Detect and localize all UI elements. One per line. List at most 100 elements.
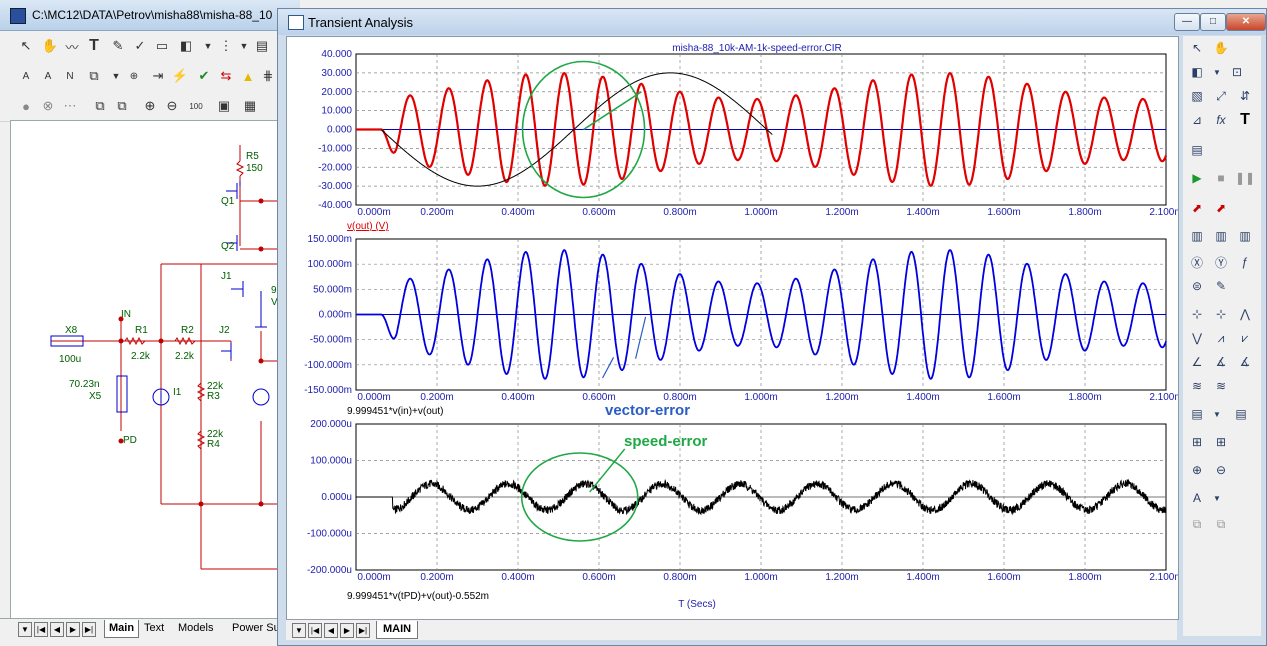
- pen-icon[interactable]: ✎: [112, 38, 124, 53]
- grid-dots-icon[interactable]: ⋕: [262, 68, 274, 83]
- dropdown-icon-r2[interactable]: ▼: [1213, 409, 1221, 419]
- peak-icon[interactable]: Ⓧ: [1190, 255, 1203, 270]
- fx-circle-icon[interactable]: ƒ: [1241, 255, 1249, 269]
- node-current-icon[interactable]: A: [44, 70, 52, 82]
- tree-icon[interactable]: ⋮: [219, 38, 233, 53]
- schematic-canvas[interactable]: R5 150 Q1 Q2 J1 J2 9 V IN X8 100u R1 2.2…: [10, 120, 278, 620]
- edit-icon[interactable]: ✎: [1215, 279, 1227, 293]
- tab-first-icon[interactable]: |◀: [34, 622, 48, 637]
- stop-run-icon[interactable]: ■: [1217, 171, 1225, 185]
- select-arrow-icon[interactable]: ↖: [20, 38, 32, 53]
- ftab-scroll-down-icon[interactable]: ▼: [292, 623, 306, 638]
- tab-power-supply[interactable]: Power Su: [232, 622, 280, 634]
- font-icon[interactable]: A: [1192, 491, 1201, 505]
- tab-text[interactable]: Text: [144, 622, 165, 634]
- zoom-out-r-icon[interactable]: ⊖: [1215, 463, 1227, 477]
- node-voltage-icon[interactable]: A: [22, 70, 30, 82]
- legend-icon[interactable]: ▥: [1239, 229, 1251, 243]
- slope-icon[interactable]: ∠: [1191, 355, 1203, 369]
- clipboard-icon[interactable]: ▤: [1191, 143, 1203, 157]
- tab-scroll-down-icon[interactable]: ▼: [18, 622, 32, 637]
- high-icon[interactable]: ⩘: [1217, 330, 1225, 345]
- function-icon[interactable]: fx: [1216, 113, 1226, 127]
- power-icon[interactable]: ⊕: [129, 70, 139, 82]
- dropdown-icon-2[interactable]: ▼: [239, 41, 249, 51]
- arrow-right-icon[interactable]: ⇥: [152, 68, 164, 83]
- zoom-in-r-icon[interactable]: ⊕: [1191, 463, 1203, 477]
- cursor-left-icon[interactable]: ⊹: [1191, 307, 1203, 321]
- dropdown-icon-r[interactable]: ▼: [1213, 67, 1221, 77]
- check-icon[interactable]: ✓: [134, 38, 146, 53]
- select-icon[interactable]: ↖: [1191, 41, 1203, 55]
- warning-icon[interactable]: ▲: [241, 68, 255, 84]
- peak-find-icon[interactable]: ⋀: [1240, 307, 1250, 321]
- tile-icon[interactable]: ⊞: [1191, 435, 1203, 449]
- more-icon[interactable]: ⋯: [63, 98, 77, 113]
- print-icon[interactable]: ▣: [217, 98, 231, 113]
- dropdown-icon-3[interactable]: ▼: [111, 71, 121, 81]
- component-icon[interactable]: ◧: [179, 38, 193, 53]
- front-window-titlebar[interactable]: Transient Analysis — □ ✕: [278, 9, 1266, 35]
- dropdown-icon[interactable]: ▼: [203, 41, 213, 51]
- close-button[interactable]: ✕: [1226, 13, 1266, 31]
- rescale-icon[interactable]: ⤢: [1216, 88, 1226, 103]
- text-icon[interactable]: T: [1240, 111, 1250, 128]
- pause-icon[interactable]: ❚❚: [1234, 171, 1256, 185]
- pin-icon[interactable]: ⧉: [89, 68, 99, 83]
- tab-next-icon[interactable]: ▶: [66, 622, 80, 637]
- rescale-y-icon[interactable]: ⇵: [1239, 89, 1251, 103]
- pan-hand-icon[interactable]: ✋: [41, 38, 59, 53]
- paste-r-icon[interactable]: ⧉: [1216, 516, 1226, 531]
- cursor-icon[interactable]: ⊿: [1191, 113, 1203, 127]
- tokens-icon[interactable]: ▥: [1215, 229, 1227, 243]
- wire-icon[interactable]: 〰: [65, 39, 79, 55]
- slope-3-icon[interactable]: ∡: [1239, 355, 1251, 369]
- maximize-button[interactable]: □: [1200, 13, 1226, 31]
- grid-icon[interactable]: ▤: [255, 38, 269, 53]
- ftab-prev-icon[interactable]: ◀: [324, 623, 338, 638]
- copy-plot-icon[interactable]: ◧: [1191, 65, 1203, 79]
- run-icon[interactable]: ▶: [1192, 171, 1202, 185]
- waves-2-icon[interactable]: ≋: [1215, 379, 1227, 393]
- lightning-icon[interactable]: ⚡: [171, 68, 189, 83]
- tab-main[interactable]: Main: [104, 620, 140, 638]
- tab-main-analysis[interactable]: MAIN: [376, 621, 419, 639]
- tab-models[interactable]: Models: [178, 622, 214, 634]
- waves-icon[interactable]: ≋: [1191, 379, 1203, 393]
- valley-icon[interactable]: Ⓨ: [1214, 255, 1227, 270]
- layout-icon[interactable]: ▦: [243, 98, 257, 113]
- minimize-button[interactable]: —: [1174, 13, 1200, 31]
- node-numbers-icon[interactable]: N: [66, 70, 74, 82]
- plot-area[interactable]: 0.000m 0.200m 0.400m 0.600m 0.800m 1.000m 1.20…: [286, 36, 1183, 620]
- flag-icon[interactable]: ⇆: [220, 68, 232, 83]
- copy-icon[interactable]: ⧉: [95, 98, 105, 113]
- zoom-in-icon[interactable]: ⊕: [144, 98, 156, 113]
- step-icon[interactable]: ⬈: [1191, 201, 1203, 215]
- cancel-icon[interactable]: ⊗: [42, 98, 54, 113]
- ftab-next-icon[interactable]: ▶: [340, 623, 354, 638]
- paste-icon[interactable]: ⧉: [117, 98, 127, 113]
- low-icon[interactable]: ⩗: [1241, 330, 1249, 345]
- back-window-titlebar[interactable]: C:\MC12\DATA\Petrov\misha88\misha-88_10: [0, 0, 300, 31]
- zoom-100-icon[interactable]: 100: [189, 101, 203, 111]
- zoom-box-icon[interactable]: ⊡: [1231, 65, 1243, 79]
- probe-icon[interactable]: ✔: [198, 68, 210, 83]
- valley-find-icon[interactable]: ⋁: [1192, 331, 1202, 345]
- hand-icon[interactable]: ✋: [1213, 41, 1229, 55]
- slope-2-icon[interactable]: ∡: [1215, 355, 1227, 369]
- stop-icon[interactable]: ●: [22, 98, 30, 114]
- list-icon[interactable]: ▤: [1235, 407, 1247, 421]
- search-icon[interactable]: ⊜: [1191, 279, 1203, 293]
- split-icon[interactable]: ⊞: [1215, 435, 1227, 449]
- tab-last-icon[interactable]: ▶|: [82, 622, 96, 637]
- data-points-icon[interactable]: ▥: [1191, 229, 1203, 243]
- step-back-icon[interactable]: ⬈: [1215, 201, 1227, 215]
- scale-icon[interactable]: ▧: [1191, 89, 1203, 103]
- cursor-right-icon[interactable]: ⊹: [1215, 307, 1227, 321]
- ftab-first-icon[interactable]: |◀: [308, 623, 322, 638]
- tab-prev-icon[interactable]: ◀: [50, 622, 64, 637]
- copy-r-icon[interactable]: ⧉: [1192, 516, 1202, 531]
- text-tool-icon[interactable]: T: [89, 37, 99, 54]
- ftab-last-icon[interactable]: ▶|: [356, 623, 370, 638]
- dropdown-icon-r3[interactable]: ▼: [1213, 493, 1221, 503]
